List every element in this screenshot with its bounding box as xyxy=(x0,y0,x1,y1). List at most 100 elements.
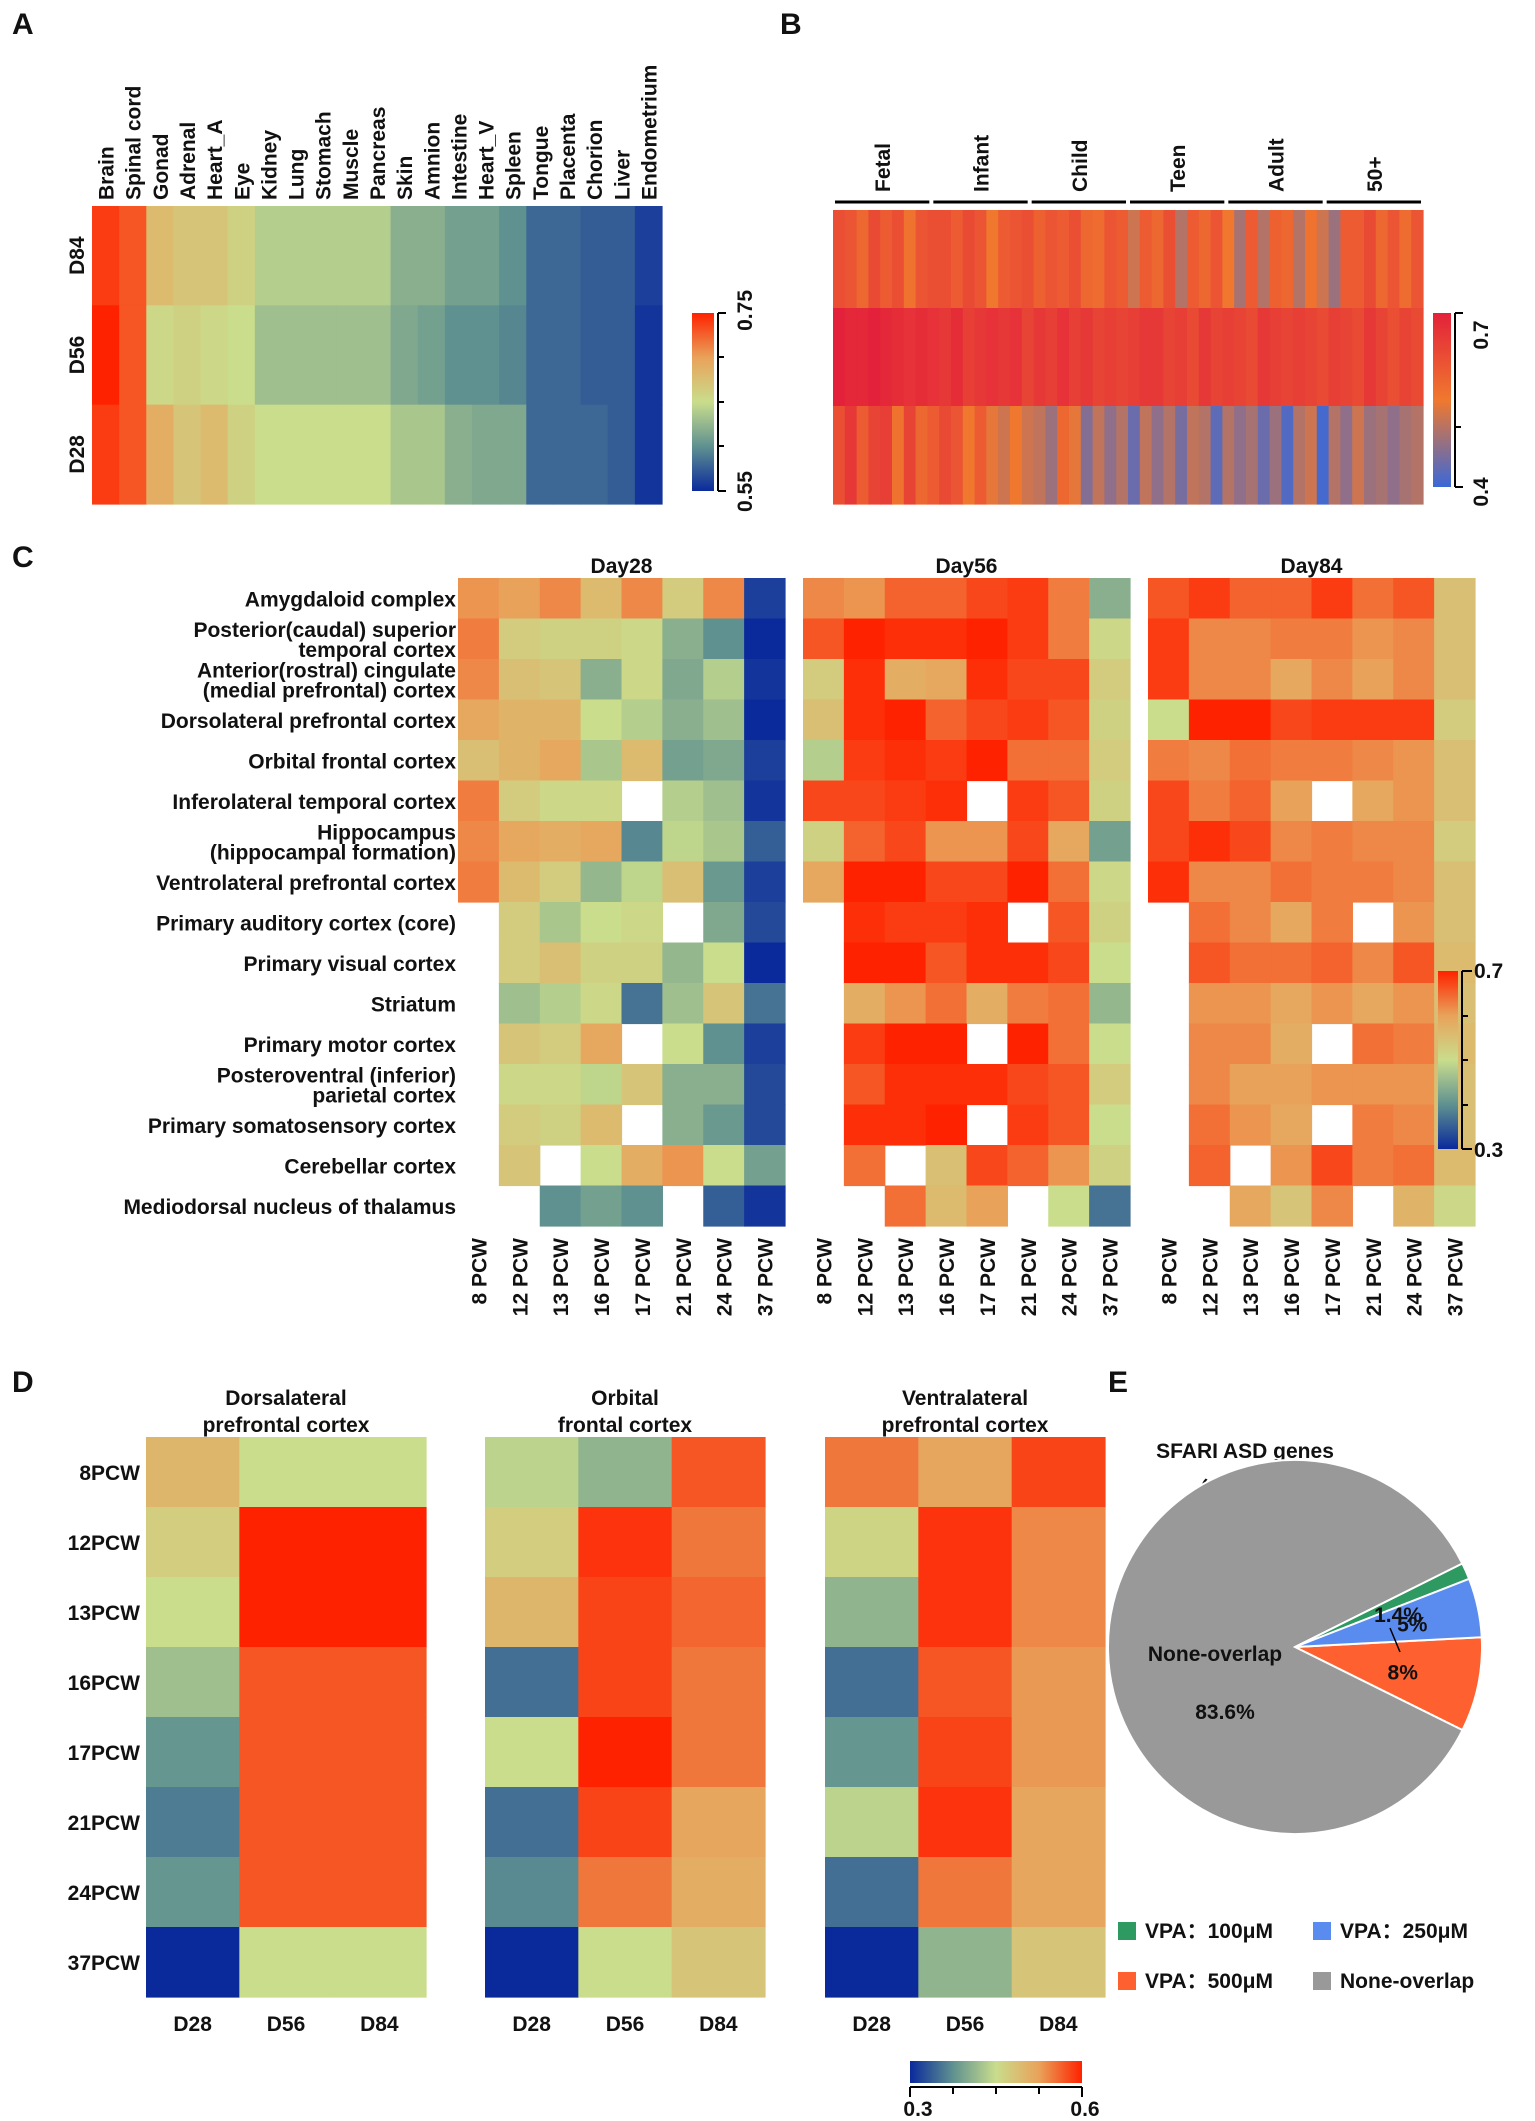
panel-a-cell xyxy=(390,404,419,505)
panel-b-cell xyxy=(1187,406,1200,505)
panel-c-cell xyxy=(744,902,786,944)
panel-c-cell xyxy=(925,821,968,863)
panel-c-cell xyxy=(925,902,968,944)
panel-c-cell xyxy=(1270,1064,1313,1106)
panel-a-cell xyxy=(444,404,473,505)
panel-d-column-label: D84 xyxy=(699,2013,738,2036)
panel-c-cell xyxy=(1048,659,1090,701)
panel-b-cell xyxy=(1269,308,1282,407)
panel-a-cell xyxy=(227,305,256,406)
pie-legend-label: VPA：500μM xyxy=(1145,1970,1273,1993)
panel-b-cell xyxy=(1222,210,1235,309)
panel-d-cell xyxy=(239,1717,334,1788)
panel-b-cell xyxy=(1080,406,1094,505)
panel-c-cell xyxy=(621,618,663,660)
panel-d-cell xyxy=(578,1857,673,1928)
panel-c-cell xyxy=(744,1104,786,1146)
panel-c-region-label: temporal cortex xyxy=(298,639,456,662)
panel-c-cell xyxy=(458,659,500,701)
panel-b-cell xyxy=(951,308,964,407)
panel-c-cell xyxy=(925,659,968,701)
panel-b-cell xyxy=(986,406,999,505)
panel-c-cell xyxy=(1270,1145,1313,1187)
panel-c-cell xyxy=(1393,821,1435,863)
panel-b-cell xyxy=(939,308,952,407)
panel-c-cell xyxy=(498,659,541,701)
panel-c-cell xyxy=(580,1023,623,1065)
panel-d-cell xyxy=(671,1787,766,1858)
panel-a-cell xyxy=(254,206,283,306)
panel-c-cell xyxy=(498,1145,541,1187)
panel-b-cell xyxy=(1340,308,1353,407)
panel-c-cell xyxy=(1434,699,1476,741)
panel-b-cell xyxy=(1246,406,1259,505)
panel-c-cell xyxy=(621,740,663,782)
panel-b-cell xyxy=(1375,406,1389,505)
panel-d-column-label: D56 xyxy=(267,2013,306,2036)
panel-a-column-label: Skin xyxy=(394,156,417,200)
panel-a-cell xyxy=(92,404,120,505)
panel-d-cell xyxy=(332,1507,427,1578)
panel-d-cell xyxy=(239,1647,334,1718)
panel-a-cell xyxy=(634,404,663,505)
panel-d-row-label: 21PCW xyxy=(68,1812,141,1835)
panel-b-colorbar-min: 0.4 xyxy=(1470,477,1493,507)
panel-c-cell xyxy=(458,740,500,782)
panel-b-cell xyxy=(1010,210,1023,309)
panel-c-cell xyxy=(498,1064,541,1106)
panel-c-cell xyxy=(1089,902,1131,944)
pie-slice-label: 1.4% xyxy=(1374,1604,1422,1627)
panel-c-cell xyxy=(1188,821,1231,863)
panel-c-cell xyxy=(1188,578,1231,620)
panel-c-cell xyxy=(1352,780,1394,822)
panel-c-cell xyxy=(662,780,704,822)
panel-b-cell xyxy=(1187,210,1200,309)
panel-a-cell xyxy=(200,404,229,505)
panel-c-cell xyxy=(539,618,582,660)
panel-b-cell xyxy=(1175,406,1188,505)
panel-c-cell xyxy=(1393,861,1435,903)
panel-a-column-label: Kidney xyxy=(258,130,281,200)
panel-b-label: B xyxy=(780,8,802,41)
panel-c-cell xyxy=(1229,1104,1272,1146)
panel-c-cell xyxy=(884,902,927,944)
panel-c-cell xyxy=(703,983,745,1025)
panel-c-cell xyxy=(539,1185,582,1227)
panel-c-region-label: Primary somatosensory cortex xyxy=(148,1115,456,1138)
panel-c-cell xyxy=(966,983,1008,1025)
panel-b-cell xyxy=(1234,210,1247,309)
panel-c-timepoint-label: 13 PCW xyxy=(550,1238,573,1316)
panel-d-title: frontal cortex xyxy=(558,1414,693,1437)
panel-a-heatmap xyxy=(92,206,663,505)
panel-a-cell xyxy=(526,305,555,406)
panel-c-cell xyxy=(1311,659,1353,701)
panel-c-title: Day84 xyxy=(1281,555,1343,578)
panel-b-cell xyxy=(1281,308,1294,407)
panel-c-cell xyxy=(966,902,1008,944)
panel-b-cell xyxy=(1010,406,1023,505)
panel-c-cell xyxy=(966,861,1008,903)
panel-c-cell xyxy=(1007,659,1049,701)
panel-c-cell xyxy=(925,780,968,822)
panel-c-cell xyxy=(884,1023,927,1065)
panel-b-group-label: Fetal xyxy=(872,143,895,192)
panel-c-region-label: Anterior(rostral) cingulate xyxy=(197,659,456,682)
panel-c-cell xyxy=(1229,821,1272,863)
panel-c-cell xyxy=(803,578,845,620)
panel-b-cell xyxy=(1045,308,1058,407)
panel-c-cell xyxy=(1352,1104,1394,1146)
panel-c-cell xyxy=(621,821,663,863)
panel-c-cell xyxy=(498,740,541,782)
panel-d-column-label: D56 xyxy=(946,2013,985,2036)
panel-c-region-label: Cerebellar cortex xyxy=(284,1155,456,1178)
panel-c-cell xyxy=(1089,861,1131,903)
panel-d-cell xyxy=(1011,1437,1106,1508)
panel-c-cell xyxy=(1352,1145,1394,1187)
panel-c-title: Day56 xyxy=(936,555,998,578)
panel-c-cell xyxy=(1188,618,1231,660)
panel-a-cell xyxy=(146,206,175,306)
panel-c-cell xyxy=(458,618,500,660)
panel-b-cell xyxy=(1257,308,1271,407)
panel-c-cell xyxy=(580,821,623,863)
panel-c-cell xyxy=(1188,861,1231,903)
